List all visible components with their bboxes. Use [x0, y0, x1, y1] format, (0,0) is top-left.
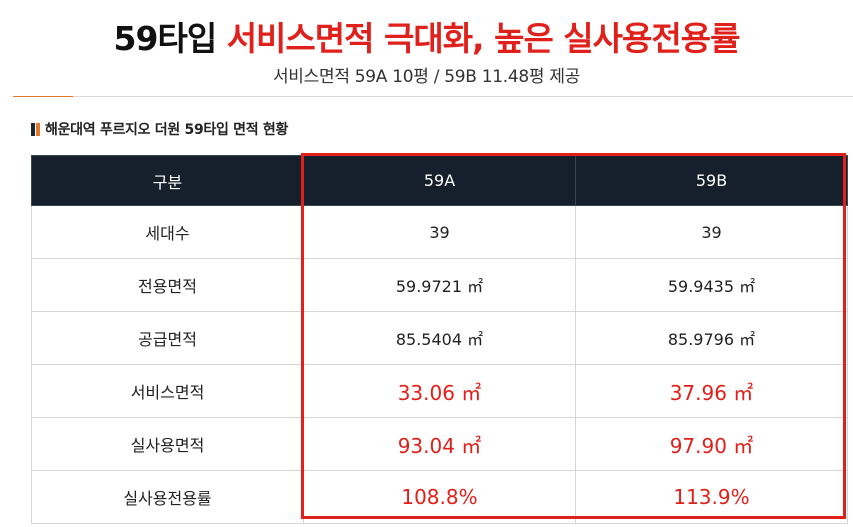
area-table: 구분 59A 59B 세대수 39 39 전용면적 59.9721 ㎡ 59.9…	[31, 155, 848, 524]
cell-59a: 39	[303, 205, 576, 259]
divider	[13, 96, 853, 97]
table-row: 전용면적 59.9721 ㎡ 59.9435 ㎡	[31, 258, 848, 312]
page-subtitle: 서비스면적 59A 10평 / 59B 11.48평 제공	[272, 67, 581, 87]
cell-59b: 39	[575, 205, 848, 259]
cell-59a: 93.04 ㎡	[303, 417, 576, 471]
cell-59a: 85.5404 ㎡	[303, 311, 576, 365]
title-lead: 59타입	[113, 19, 218, 58]
table-row: 실사용전용률 108.8% 113.9%	[31, 470, 848, 524]
table-row: 세대수 39 39	[31, 205, 848, 259]
page-title: 59타입 서비스면적 극대화, 높은 실사용전용률	[0, 12, 853, 60]
section-bar-icon	[31, 122, 40, 136]
header-59b: 59B	[575, 155, 848, 206]
row-label: 세대수	[31, 205, 304, 259]
header-category: 구분	[31, 155, 304, 206]
row-label: 실사용전용률	[31, 470, 304, 524]
table-row: 공급면적 85.5404 ㎡ 85.9796 ㎡	[31, 311, 848, 365]
cell-59a: 33.06 ㎡	[303, 364, 576, 418]
row-label: 전용면적	[31, 258, 304, 312]
cell-59a: 59.9721 ㎡	[303, 258, 576, 312]
cell-59b: 85.9796 ㎡	[575, 311, 848, 365]
row-label: 공급면적	[31, 311, 304, 365]
table-row: 서비스면적 33.06 ㎡ 37.96 ㎡	[31, 364, 848, 418]
table-header-row: 구분 59A 59B	[31, 155, 848, 206]
cell-59b: 97.90 ㎡	[575, 417, 848, 471]
section-heading: 해운대역 푸르지오 더원 59타입 면적 현황	[31, 119, 288, 139]
cell-59b: 113.9%	[575, 470, 848, 524]
cell-59a: 108.8%	[303, 470, 576, 524]
row-label: 실사용면적	[31, 417, 304, 471]
row-label: 서비스면적	[31, 364, 304, 418]
section-title-text: 해운대역 푸르지오 더원 59타입 면적 현황	[45, 122, 289, 138]
cell-59b: 37.96 ㎡	[575, 364, 848, 418]
table-row: 실사용면적 93.04 ㎡ 97.90 ㎡	[31, 417, 848, 471]
title-accent: 서비스면적 극대화, 높은 실사용전용률	[226, 19, 741, 58]
header-59a: 59A	[303, 155, 576, 206]
cell-59b: 59.9435 ㎡	[575, 258, 848, 312]
